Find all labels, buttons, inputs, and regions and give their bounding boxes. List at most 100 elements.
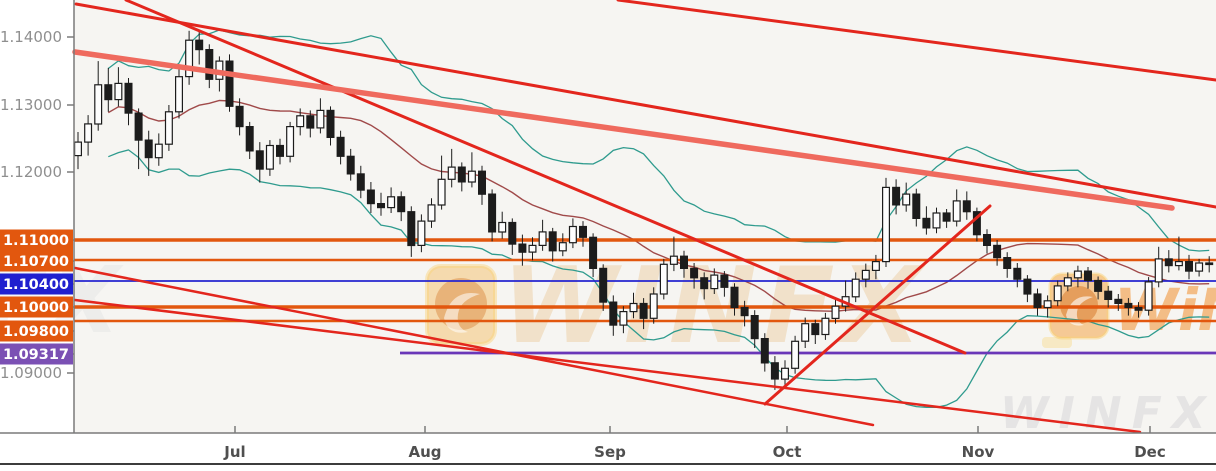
candle-body	[821, 317, 830, 336]
trendline-october-uptrend	[763, 204, 992, 406]
candle-body	[629, 302, 638, 313]
candle	[326, 106, 335, 146]
candle	[892, 179, 901, 215]
candle	[568, 218, 577, 249]
candle	[881, 177, 890, 267]
candle	[831, 299, 840, 324]
candle-body	[84, 123, 93, 143]
candle-body	[932, 212, 941, 229]
candle	[1083, 267, 1092, 289]
candle-body	[952, 200, 961, 222]
candle	[336, 130, 345, 165]
candle	[286, 121, 295, 163]
candle-body	[326, 109, 335, 139]
candle-body	[801, 323, 810, 342]
trendline-main-downtrend	[74, 2, 1216, 209]
candle-body	[508, 221, 517, 245]
candle	[548, 227, 557, 262]
candle-body	[1144, 281, 1153, 311]
candle-body	[235, 105, 244, 128]
candle-body	[730, 286, 739, 309]
candle	[276, 138, 285, 165]
price-badge-label: 1.09317	[3, 347, 69, 363]
candle	[1174, 236, 1183, 271]
candle-body	[548, 231, 557, 252]
candle-body	[114, 82, 123, 101]
candle-body	[366, 189, 375, 205]
candle-body	[225, 60, 234, 107]
candle	[993, 240, 1002, 266]
candle	[488, 189, 497, 242]
price-axis-label: 1.12000	[0, 163, 62, 181]
candle	[185, 30, 194, 85]
candle-body	[316, 109, 325, 129]
eagle-swoosh-icon	[1066, 296, 1093, 326]
candle-body	[700, 277, 709, 290]
candle-body	[811, 323, 820, 336]
price-badge-label: 1.11000	[3, 233, 69, 249]
candle-body	[720, 274, 729, 288]
candle-body	[1134, 306, 1143, 311]
month-label: Nov	[962, 443, 995, 461]
candle	[245, 121, 254, 159]
price-badge-label: 1.10000	[3, 300, 69, 316]
price-axis-label: 1.13000	[0, 96, 62, 114]
candle	[932, 207, 941, 234]
candle	[770, 356, 779, 390]
candle-body	[1104, 290, 1113, 300]
candle-body	[427, 204, 436, 222]
candle	[609, 295, 618, 336]
candle	[134, 108, 143, 170]
candle-body	[831, 305, 840, 320]
candle-body	[175, 76, 184, 113]
candle	[1094, 276, 1103, 300]
candle-body	[1023, 278, 1032, 295]
candle-body	[871, 261, 880, 272]
candle	[962, 191, 971, 220]
candle-body	[185, 39, 194, 78]
candle-body	[538, 231, 547, 246]
candle	[922, 206, 931, 235]
logo-fragment	[1042, 337, 1072, 348]
candle	[1164, 250, 1173, 273]
candle-body	[488, 193, 497, 233]
candle	[84, 115, 93, 156]
candle-body	[1033, 293, 1042, 309]
trendline-upper-channel	[616, 0, 1216, 82]
candle	[447, 148, 456, 188]
price-badge-label: 1.09800	[3, 324, 69, 340]
candle	[457, 162, 466, 192]
candle-body	[1083, 270, 1092, 282]
price-axis-label: 1.09000	[0, 364, 62, 382]
candle-body	[467, 170, 476, 183]
candle-body	[245, 125, 254, 152]
candle	[417, 214, 426, 253]
candle-body	[397, 196, 406, 213]
candle	[811, 319, 820, 344]
bollinger-upper-band	[107, 29, 1210, 252]
candle-body	[1013, 267, 1022, 280]
candle-body	[94, 84, 103, 125]
candle-body	[679, 255, 688, 270]
candle	[316, 98, 325, 134]
candle	[1154, 246, 1163, 288]
watermark-right-text: WiN	[1114, 276, 1216, 344]
candle-body	[1195, 262, 1204, 272]
candle	[942, 209, 951, 228]
candle-body	[1053, 285, 1062, 302]
candle-body	[912, 193, 921, 220]
candle-body	[1174, 261, 1183, 267]
candle-body	[851, 278, 860, 298]
candle-body	[73, 141, 82, 157]
candle	[1134, 302, 1143, 318]
moving-average-line	[107, 99, 1210, 313]
candle-body	[1164, 258, 1173, 267]
candle-body	[892, 186, 901, 206]
candle	[780, 360, 789, 389]
candle	[1063, 272, 1072, 292]
candle	[306, 110, 315, 138]
candle-body	[589, 236, 598, 270]
candle-body	[1154, 258, 1163, 283]
